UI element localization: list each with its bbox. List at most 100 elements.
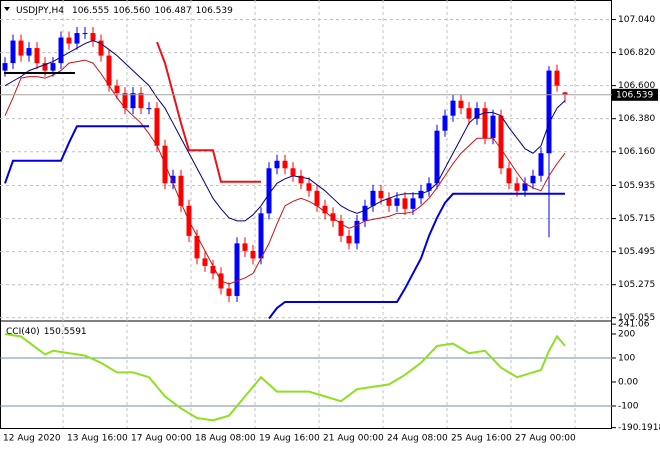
- quote-value: 106.539: [196, 6, 233, 16]
- candle-body: [34, 48, 40, 64]
- y-tick-label: 105.275: [618, 280, 655, 290]
- x-tick-label: 17 Aug 00:00: [131, 434, 192, 444]
- price-label-box: [612, 88, 658, 101]
- candle-body: [546, 70, 552, 154]
- marks: [0, 27, 612, 422]
- candle-body: [466, 108, 472, 119]
- candle-body: [258, 213, 264, 259]
- candle-body: [530, 175, 536, 184]
- y-tick-label: 106.160: [618, 147, 655, 157]
- indicator-line: [4, 59, 566, 285]
- price-label: 106.539: [616, 90, 653, 100]
- quote-value: 106.555: [72, 6, 109, 16]
- y-tick-label: 106.380: [618, 114, 655, 124]
- x-tick-label: 18 Aug 08:00: [195, 434, 256, 444]
- y-tick-label: 105.715: [618, 214, 655, 224]
- candle-body: [442, 115, 448, 131]
- candle-body: [394, 198, 400, 206]
- y-tick-label: 106.820: [618, 48, 655, 58]
- candle-body: [2, 63, 8, 71]
- cci-header: CCI(40) 150.5591: [6, 327, 87, 337]
- candle-body: [122, 93, 128, 109]
- y-tick-label: 107.040: [618, 15, 655, 25]
- candle-body: [250, 250, 256, 259]
- candle-body: [130, 93, 136, 109]
- candle-body: [330, 213, 336, 221]
- candle-body: [58, 37, 64, 64]
- candle-body: [538, 153, 544, 176]
- candle-body: [114, 85, 120, 94]
- symbol: USDJPY,H4: [16, 6, 64, 16]
- y-tick-label: 241.06: [618, 320, 650, 330]
- candle-body: [282, 160, 288, 169]
- candle-body: [26, 48, 32, 56]
- header-arrow: [4, 7, 10, 11]
- quote-value: 106.560: [113, 6, 150, 16]
- chart-header: USDJPY,H4 106.555 106.560 106.487 106.539: [16, 6, 233, 16]
- grid: [0, 0, 616, 429]
- candle-body: [514, 183, 520, 191]
- indicator-line: [4, 40, 566, 222]
- candle-body: [322, 205, 328, 214]
- y-tick-label: 200: [618, 329, 635, 339]
- indicator-line: [4, 125, 565, 320]
- x-tick-label: 13 Aug 16:00: [67, 434, 128, 444]
- candle-body: [98, 40, 104, 56]
- x-tick-label: 25 Aug 16:00: [451, 434, 512, 444]
- candle-body: [42, 63, 48, 71]
- candle-body: [18, 40, 24, 56]
- frame: [0, 0, 612, 429]
- candle-body: [234, 243, 240, 296]
- candle-body: [346, 235, 352, 244]
- candle-body: [178, 175, 184, 206]
- x-tick-label: 12 Aug 2020: [3, 434, 61, 444]
- candle-body: [138, 93, 144, 109]
- candle-body: [386, 198, 392, 206]
- candle-body: [274, 160, 280, 169]
- y-tick-label: 106.600: [618, 81, 655, 91]
- candle-body: [482, 108, 488, 139]
- candle-body: [562, 92, 568, 95]
- candle-body: [106, 55, 112, 86]
- candle-body: [378, 190, 384, 199]
- candle-body: [354, 220, 360, 244]
- candle-body: [458, 100, 464, 109]
- candle-body: [242, 243, 248, 251]
- candle-body: [298, 175, 304, 184]
- candle-body: [306, 183, 312, 191]
- candle-body: [10, 40, 16, 64]
- y-tick-label: 100: [618, 353, 635, 363]
- candle-body: [418, 190, 424, 199]
- candle-body: [450, 100, 456, 116]
- candle-body: [154, 108, 160, 146]
- y-tick-label: 105.055: [618, 313, 655, 323]
- candle-body: [370, 190, 376, 206]
- x-tick-label: 27 Aug 00:00: [515, 434, 576, 444]
- candle-body: [434, 130, 440, 184]
- y-tick-label: 105.495: [618, 247, 655, 257]
- y-tick-label: 0.00: [618, 377, 638, 387]
- indicator-line: [156, 41, 261, 183]
- labels: 107.040 106.820 106.600 106.380 106.160 105.9…: [3, 6, 660, 444]
- candle-body: [82, 33, 88, 35]
- candle-body: [474, 108, 480, 119]
- candle-body: [522, 183, 528, 191]
- y-tick-label: -100: [618, 401, 639, 411]
- candle-body: [426, 183, 432, 191]
- x-tick-label: 21 Aug 00:00: [323, 434, 384, 444]
- quote-value: 106.487: [154, 6, 191, 16]
- candle-body: [402, 198, 408, 209]
- candle-body: [506, 168, 512, 184]
- candle-body: [66, 37, 72, 44]
- candle-body: [90, 33, 96, 41]
- cci-current: 150.5591: [44, 327, 87, 337]
- candle-body: [210, 265, 216, 274]
- candle-body: [362, 205, 368, 221]
- y-tick-label: 105.935: [618, 181, 655, 191]
- x-tick-label: 24 Aug 08:00: [387, 434, 448, 444]
- candle-body: [490, 115, 496, 139]
- candle-body: [290, 168, 296, 176]
- candle-body: [338, 220, 344, 236]
- cci-line: [4, 333, 566, 422]
- y-tick-label: -190.1918: [618, 423, 660, 433]
